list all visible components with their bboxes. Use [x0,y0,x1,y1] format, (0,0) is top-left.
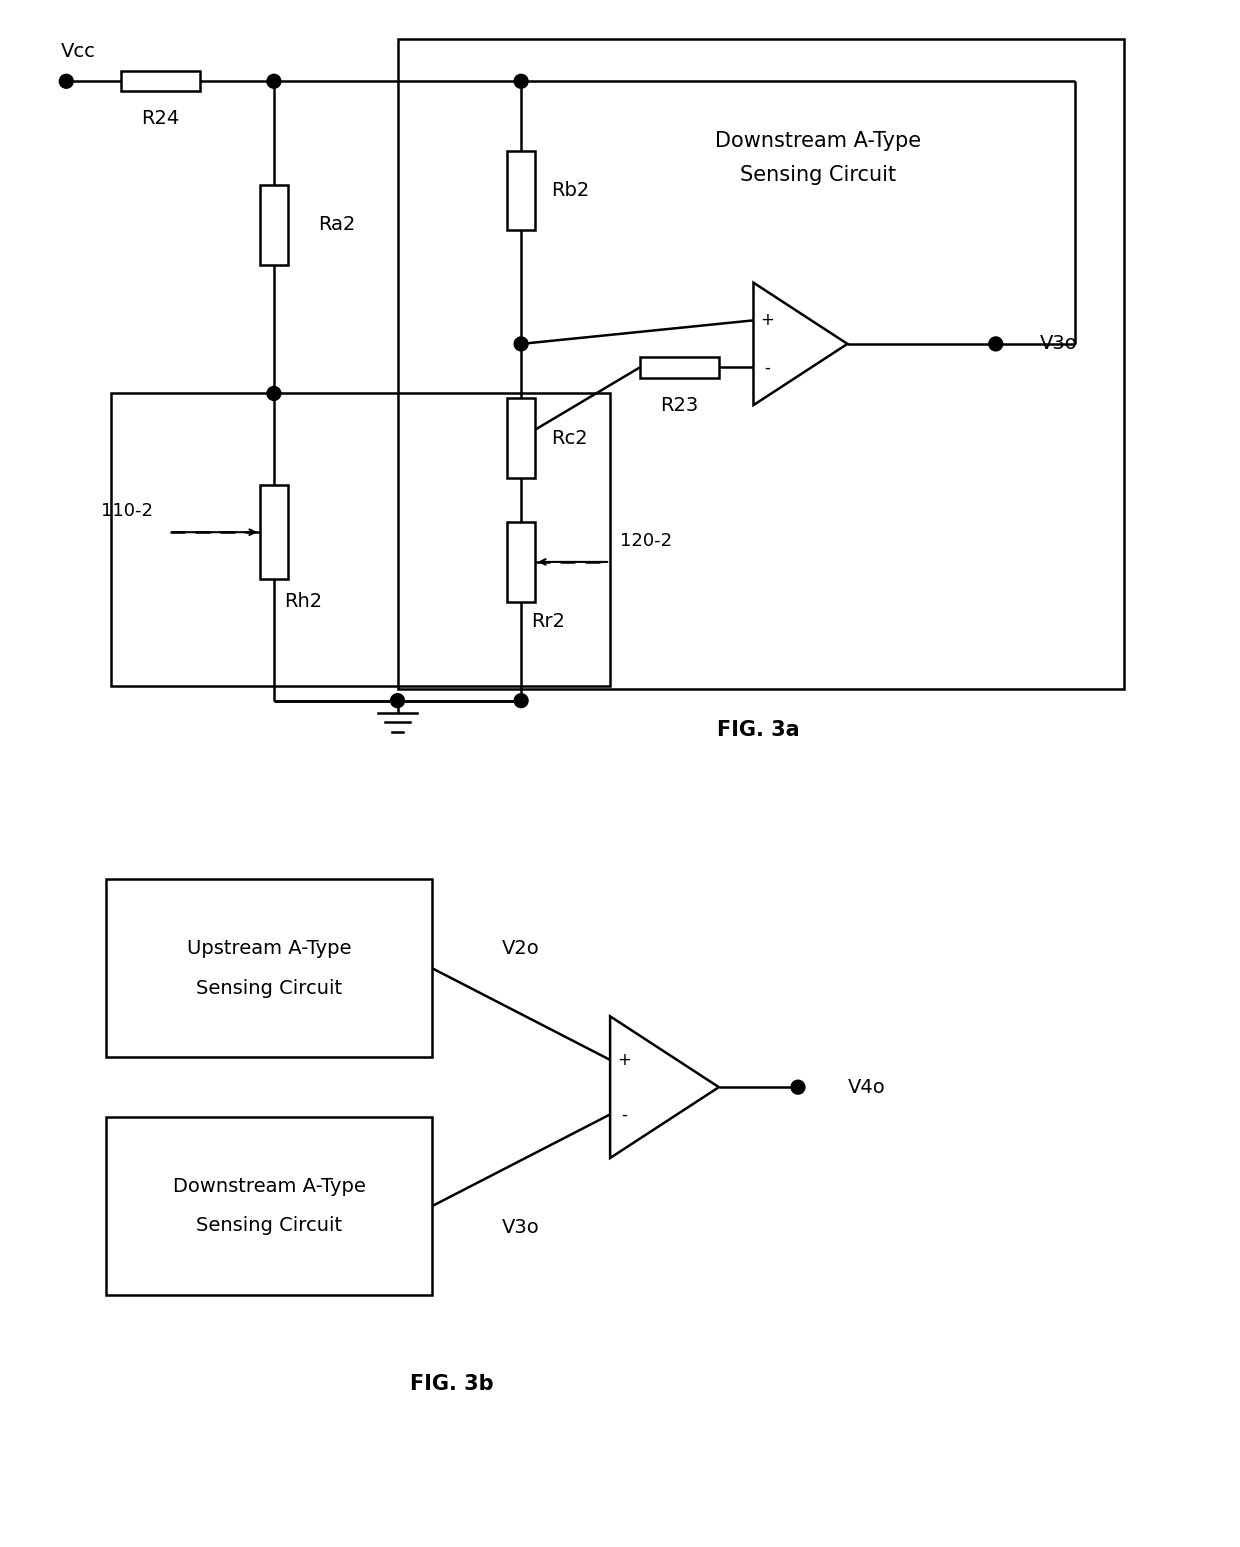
Circle shape [791,1080,805,1094]
Circle shape [60,74,73,88]
Text: V4o: V4o [847,1078,885,1097]
Bar [105,1117,432,1295]
Circle shape [391,693,404,707]
Circle shape [515,337,528,351]
Bar [260,486,288,579]
Text: +: + [760,311,774,330]
Bar [110,393,610,685]
Text: Rh2: Rh2 [284,593,322,611]
Text: +: + [618,1050,631,1069]
Circle shape [515,693,528,707]
Bar [507,399,534,478]
Text: Rr2: Rr2 [531,613,565,631]
Text: V3o: V3o [502,1219,539,1238]
Bar [640,356,719,379]
Bar [507,150,534,231]
Text: R23: R23 [660,396,698,415]
Bar [398,39,1125,688]
Text: Downstream A-Type: Downstream A-Type [172,1177,366,1196]
Text: Sensing Circuit: Sensing Circuit [196,1216,342,1236]
Text: Upstream A-Type: Upstream A-Type [187,939,351,958]
Bar [260,186,288,265]
Circle shape [988,337,1003,351]
Text: Rc2: Rc2 [551,429,588,447]
Text: FIG. 3b: FIG. 3b [410,1374,494,1394]
Bar [105,879,432,1058]
Text: Sensing Circuit: Sensing Circuit [740,166,895,186]
Circle shape [515,74,528,88]
Bar [507,523,534,602]
Text: Vcc: Vcc [61,42,97,60]
Text: -: - [764,359,770,376]
Text: Ra2: Ra2 [319,215,356,235]
Text: V2o: V2o [502,939,539,958]
Text: Rb2: Rb2 [551,181,589,200]
Text: -: - [621,1106,627,1123]
Text: FIG. 3a: FIG. 3a [717,721,800,741]
Bar [120,71,200,91]
Circle shape [267,74,280,88]
Text: 120-2: 120-2 [620,532,672,551]
Text: V3o: V3o [1040,334,1078,353]
Text: R24: R24 [141,110,180,128]
Circle shape [267,387,280,401]
Text: Downstream A-Type: Downstream A-Type [714,131,921,150]
Text: 110-2: 110-2 [100,503,153,520]
Text: Sensing Circuit: Sensing Circuit [196,979,342,998]
